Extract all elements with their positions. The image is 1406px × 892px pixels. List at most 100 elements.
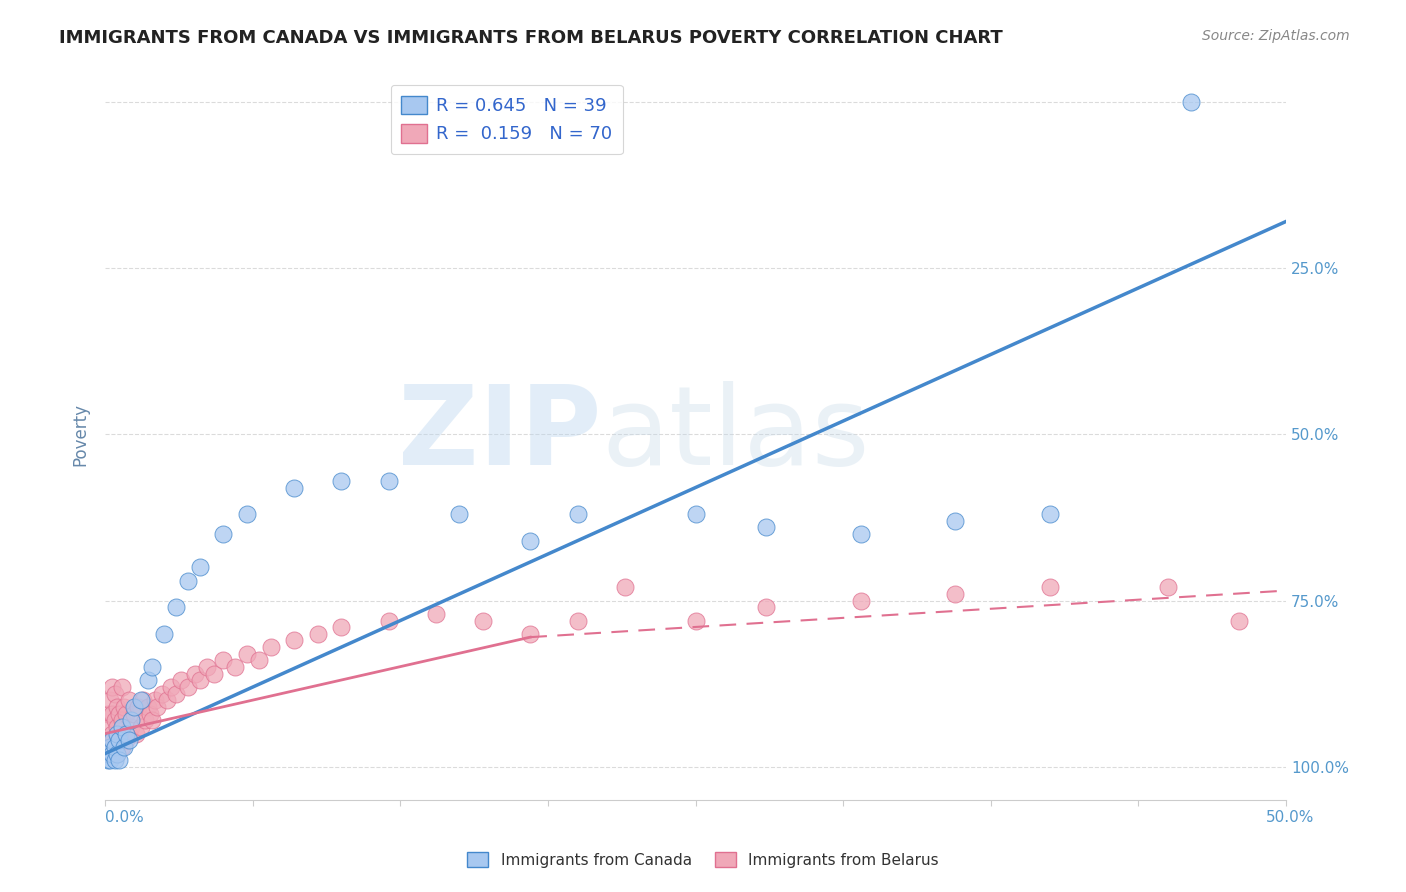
Point xyxy=(259,640,281,654)
Point xyxy=(104,739,127,754)
Point xyxy=(136,700,159,714)
Point xyxy=(136,673,159,688)
Point xyxy=(283,633,305,648)
Point xyxy=(104,713,127,727)
Legend: Immigrants from Canada, Immigrants from Belarus: Immigrants from Canada, Immigrants from … xyxy=(461,846,945,873)
Point xyxy=(104,753,127,767)
Point xyxy=(111,739,134,754)
Point xyxy=(118,733,141,747)
Point xyxy=(330,620,353,634)
Point xyxy=(97,747,120,761)
Legend: R = 0.645   N = 39, R =  0.159   N = 70: R = 0.645 N = 39, R = 0.159 N = 70 xyxy=(391,85,623,154)
Point xyxy=(202,666,225,681)
Point xyxy=(105,700,128,714)
Point xyxy=(97,753,120,767)
Point xyxy=(849,593,872,607)
Point xyxy=(141,660,163,674)
Point xyxy=(685,614,707,628)
Point xyxy=(127,700,149,714)
Point xyxy=(104,739,127,754)
Point xyxy=(236,507,259,521)
Point xyxy=(212,527,235,541)
Point xyxy=(105,747,128,761)
Point xyxy=(118,726,141,740)
Point xyxy=(1157,580,1180,594)
Point xyxy=(212,653,235,667)
Point xyxy=(108,753,131,767)
Point xyxy=(377,474,399,488)
Point xyxy=(153,627,176,641)
Point xyxy=(146,700,169,714)
Point xyxy=(519,533,541,548)
Point xyxy=(101,747,124,761)
Point xyxy=(112,700,135,714)
Point xyxy=(425,607,447,621)
Point xyxy=(139,706,162,721)
Point xyxy=(105,726,128,740)
Point xyxy=(98,739,121,754)
Point xyxy=(143,693,166,707)
Point xyxy=(156,693,179,707)
Point xyxy=(567,614,589,628)
Point xyxy=(177,574,200,588)
Point xyxy=(685,507,707,521)
Point xyxy=(170,673,193,688)
Point xyxy=(613,580,636,594)
Point xyxy=(120,713,142,727)
Point xyxy=(120,720,142,734)
Point xyxy=(122,700,145,714)
Point xyxy=(112,726,135,740)
Point xyxy=(105,747,128,761)
Point xyxy=(97,747,120,761)
Point xyxy=(105,720,128,734)
Point xyxy=(115,706,138,721)
Point xyxy=(1039,507,1062,521)
Point xyxy=(98,753,121,767)
Point xyxy=(129,693,152,707)
Point xyxy=(134,713,156,727)
Text: Source: ZipAtlas.com: Source: ZipAtlas.com xyxy=(1202,29,1350,43)
Point xyxy=(449,507,471,521)
Point xyxy=(111,720,134,734)
Point xyxy=(108,733,131,747)
Point xyxy=(307,627,329,641)
Point xyxy=(97,706,120,721)
Point xyxy=(177,680,200,694)
Point xyxy=(195,660,218,674)
Point xyxy=(150,687,173,701)
Point xyxy=(224,660,246,674)
Point xyxy=(188,560,211,574)
Point xyxy=(101,733,124,747)
Point xyxy=(567,507,589,521)
Point xyxy=(101,706,124,721)
Y-axis label: Poverty: Poverty xyxy=(72,403,89,466)
Point xyxy=(98,693,121,707)
Point xyxy=(104,687,127,701)
Point xyxy=(472,614,495,628)
Point xyxy=(101,680,124,694)
Point xyxy=(118,693,141,707)
Point xyxy=(115,733,138,747)
Point xyxy=(101,726,124,740)
Point xyxy=(122,706,145,721)
Point xyxy=(943,514,966,528)
Point xyxy=(141,713,163,727)
Point xyxy=(755,600,778,615)
Point xyxy=(115,726,138,740)
Point xyxy=(101,747,124,761)
Point xyxy=(849,527,872,541)
Point xyxy=(129,720,152,734)
Point xyxy=(125,726,148,740)
Point xyxy=(98,739,121,754)
Point xyxy=(160,680,183,694)
Point xyxy=(236,647,259,661)
Point xyxy=(165,687,187,701)
Text: atlas: atlas xyxy=(602,381,870,488)
Point xyxy=(97,733,120,747)
Point xyxy=(98,720,121,734)
Text: 50.0%: 50.0% xyxy=(1267,811,1315,825)
Point xyxy=(247,653,270,667)
Point xyxy=(165,600,187,615)
Point xyxy=(330,474,353,488)
Point xyxy=(112,739,135,754)
